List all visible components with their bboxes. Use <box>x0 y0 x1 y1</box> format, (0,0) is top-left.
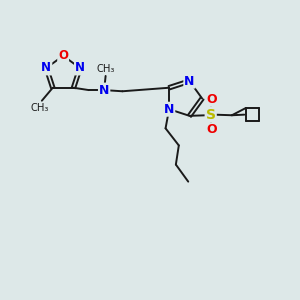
Text: N: N <box>41 61 51 74</box>
Text: N: N <box>75 61 85 74</box>
Text: N: N <box>99 84 109 97</box>
Text: N: N <box>184 75 195 88</box>
Text: CH₃: CH₃ <box>96 64 115 74</box>
Text: O: O <box>58 49 68 62</box>
Text: O: O <box>206 124 217 136</box>
Text: O: O <box>206 93 217 106</box>
Text: CH₃: CH₃ <box>31 103 49 113</box>
Text: S: S <box>206 108 216 122</box>
Text: N: N <box>164 103 174 116</box>
